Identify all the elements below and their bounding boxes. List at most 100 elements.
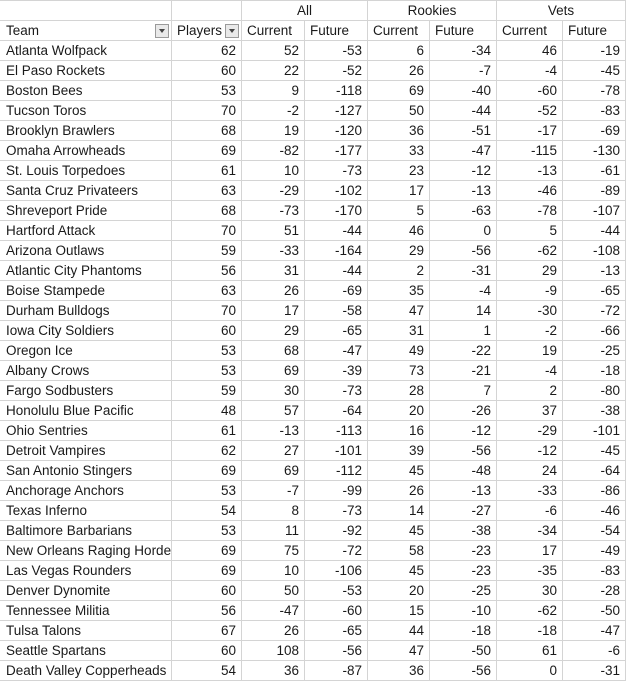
rookies-current-cell[interactable]: 49 (368, 341, 430, 361)
vets-future-cell[interactable]: -45 (563, 61, 626, 81)
all-current-cell[interactable]: 26 (242, 621, 305, 641)
rookies-current-cell[interactable]: 45 (368, 561, 430, 581)
vets-future-cell[interactable]: -65 (563, 281, 626, 301)
rookies-current-cell[interactable]: 29 (368, 241, 430, 261)
vets-current-cell[interactable]: -4 (497, 61, 563, 81)
rookies-future-cell[interactable]: -27 (430, 501, 497, 521)
all-future-cell[interactable]: -44 (305, 221, 368, 241)
vets-current-cell[interactable]: -6 (497, 501, 563, 521)
vets-current-cell[interactable]: -30 (497, 301, 563, 321)
players-cell[interactable]: 68 (172, 201, 242, 221)
vets-current-cell[interactable]: -13 (497, 161, 563, 181)
vets-future-cell[interactable]: -101 (563, 421, 626, 441)
vets-current-cell[interactable]: -17 (497, 121, 563, 141)
players-cell[interactable]: 69 (172, 561, 242, 581)
vets-future-cell[interactable]: -107 (563, 201, 626, 221)
vets-future-cell[interactable]: -66 (563, 321, 626, 341)
players-cell[interactable]: 48 (172, 401, 242, 421)
vets-future-cell[interactable]: -31 (563, 661, 626, 681)
team-cell[interactable]: Hartford Attack (0, 221, 172, 241)
all-future-cell[interactable]: -39 (305, 361, 368, 381)
rookies-future-cell[interactable]: -63 (430, 201, 497, 221)
players-cell[interactable]: 60 (172, 641, 242, 661)
team-filter-button[interactable] (155, 24, 169, 38)
vets-current-cell[interactable]: 0 (497, 661, 563, 681)
vets-future-cell[interactable]: -72 (563, 301, 626, 321)
vets-current-cell[interactable]: -34 (497, 521, 563, 541)
vets-current-cell[interactable]: 17 (497, 541, 563, 561)
vets-current-cell[interactable]: -52 (497, 101, 563, 121)
team-cell[interactable]: Anchorage Anchors (0, 481, 172, 501)
team-cell[interactable]: Atlanta Wolfpack (0, 41, 172, 61)
team-cell[interactable]: Brooklyn Brawlers (0, 121, 172, 141)
team-cell[interactable]: San Antonio Stingers (0, 461, 172, 481)
players-cell[interactable]: 68 (172, 121, 242, 141)
all-future-cell[interactable]: -177 (305, 141, 368, 161)
all-current-cell[interactable]: -29 (242, 181, 305, 201)
all-current-cell[interactable]: 9 (242, 81, 305, 101)
all-future-cell[interactable]: -73 (305, 501, 368, 521)
rookies-future-cell[interactable]: -50 (430, 641, 497, 661)
group-header-spacer-team[interactable] (0, 1, 172, 21)
team-cell[interactable]: Tulsa Talons (0, 621, 172, 641)
team-cell[interactable]: Omaha Arrowheads (0, 141, 172, 161)
rookies-current-cell[interactable]: 73 (368, 361, 430, 381)
vets-current-cell[interactable]: 46 (497, 41, 563, 61)
team-cell[interactable]: Tennessee Militia (0, 601, 172, 621)
all-current-cell[interactable]: 69 (242, 461, 305, 481)
players-cell[interactable]: 61 (172, 161, 242, 181)
vets-current-cell[interactable]: 24 (497, 461, 563, 481)
all-future-cell[interactable]: -73 (305, 161, 368, 181)
all-future-cell[interactable]: -73 (305, 381, 368, 401)
all-future-cell[interactable]: -56 (305, 641, 368, 661)
rookies-future-cell[interactable]: -31 (430, 261, 497, 281)
vets-future-cell[interactable]: -19 (563, 41, 626, 61)
all-current-cell[interactable]: 22 (242, 61, 305, 81)
rookies-current-cell[interactable]: 46 (368, 221, 430, 241)
vets-future-cell[interactable]: -46 (563, 501, 626, 521)
vets-future-cell[interactable]: -69 (563, 121, 626, 141)
players-cell[interactable]: 63 (172, 181, 242, 201)
players-cell[interactable]: 54 (172, 501, 242, 521)
all-future-cell[interactable]: -102 (305, 181, 368, 201)
rookies-future-cell[interactable]: -56 (430, 661, 497, 681)
rookies-current-cell[interactable]: 26 (368, 481, 430, 501)
team-cell[interactable]: Santa Cruz Privateers (0, 181, 172, 201)
team-cell[interactable]: Honolulu Blue Pacific (0, 401, 172, 421)
rookies-future-cell[interactable]: -25 (430, 581, 497, 601)
all-current-cell[interactable]: 8 (242, 501, 305, 521)
team-cell[interactable]: Oregon Ice (0, 341, 172, 361)
vets-future-cell[interactable]: -50 (563, 601, 626, 621)
rookies-current-cell[interactable]: 36 (368, 661, 430, 681)
team-cell[interactable]: Boston Bees (0, 81, 172, 101)
all-future-cell[interactable]: -127 (305, 101, 368, 121)
group-header-rookies[interactable]: Rookies (368, 1, 497, 21)
players-cell[interactable]: 53 (172, 361, 242, 381)
all-future-cell[interactable]: -53 (305, 581, 368, 601)
players-cell[interactable]: 63 (172, 281, 242, 301)
players-cell[interactable]: 56 (172, 261, 242, 281)
column-header-vets-current[interactable]: Current (497, 21, 563, 41)
vets-future-cell[interactable]: -80 (563, 381, 626, 401)
all-current-cell[interactable]: 108 (242, 641, 305, 661)
vets-future-cell[interactable]: -28 (563, 581, 626, 601)
rookies-current-cell[interactable]: 47 (368, 301, 430, 321)
team-cell[interactable]: Arizona Outlaws (0, 241, 172, 261)
all-future-cell[interactable]: -170 (305, 201, 368, 221)
players-cell[interactable]: 69 (172, 461, 242, 481)
rookies-current-cell[interactable]: 28 (368, 381, 430, 401)
team-cell[interactable]: St. Louis Torpedoes (0, 161, 172, 181)
rookies-future-cell[interactable]: -21 (430, 361, 497, 381)
vets-current-cell[interactable]: -29 (497, 421, 563, 441)
all-future-cell[interactable]: -164 (305, 241, 368, 261)
all-current-cell[interactable]: 26 (242, 281, 305, 301)
vets-future-cell[interactable]: -6 (563, 641, 626, 661)
players-cell[interactable]: 53 (172, 341, 242, 361)
all-current-cell[interactable]: 75 (242, 541, 305, 561)
column-header-all-current[interactable]: Current (242, 21, 305, 41)
all-future-cell[interactable]: -112 (305, 461, 368, 481)
rookies-current-cell[interactable]: 23 (368, 161, 430, 181)
players-cell[interactable]: 70 (172, 301, 242, 321)
vets-future-cell[interactable]: -108 (563, 241, 626, 261)
players-cell[interactable]: 70 (172, 221, 242, 241)
